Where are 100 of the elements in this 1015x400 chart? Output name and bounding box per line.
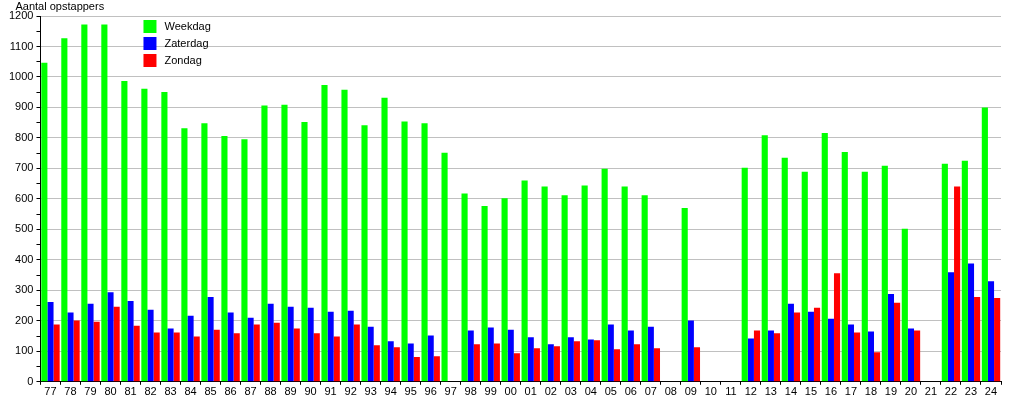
bar [947,272,955,382]
bar [441,152,448,382]
y-tick-label: 600 [15,191,34,204]
bar [413,357,420,382]
x-tick-label: 85 [204,385,217,398]
bar [693,347,701,382]
x-tick-label: 03 [564,385,577,398]
x-tick-label: 91 [324,385,337,398]
bar [47,301,54,382]
bar [847,324,854,382]
y-tick-label: 500 [15,222,34,235]
bar [787,303,794,382]
x-tick-label: 23 [964,385,978,398]
y-tick-label: 300 [15,283,34,296]
x-tick-label: 79 [84,385,97,398]
bar [861,171,868,382]
bar [281,104,288,382]
bar [41,62,48,382]
x-tick-label: 15 [804,385,818,398]
bar [681,208,688,382]
bar [954,186,961,382]
bar [867,331,874,382]
bar [127,301,134,382]
bar [793,312,801,382]
bar [427,335,434,382]
bar [827,318,834,382]
legend-label: Weekdag [164,20,211,33]
bar [687,320,694,382]
x-tick-label: 18 [864,385,878,398]
bar [113,306,120,382]
x-tick-label: 78 [64,385,77,398]
bar [73,320,80,382]
bar [341,89,348,382]
bar [181,128,188,382]
x-tick-label: 96 [424,385,437,398]
y-tick-label: 800 [15,130,34,143]
bar [367,326,374,382]
bar [541,186,548,382]
bar [313,333,320,382]
bar [621,186,628,382]
x-tick-label: 86 [224,385,237,398]
bar [493,343,500,382]
bar [513,353,520,382]
y-tick-label: 100 [15,344,34,357]
bar [361,125,368,382]
bar [461,193,468,382]
bar [233,333,240,382]
bar [267,303,274,382]
bar [193,336,200,382]
bar [187,315,194,382]
bar [833,273,841,382]
bar [894,302,901,382]
bar [253,324,260,382]
bar [141,88,148,382]
x-tick-label: 97 [444,385,457,398]
bar [747,338,754,382]
bar [581,185,588,382]
bar [607,324,614,382]
bar [761,135,768,382]
bar [53,324,60,382]
x-tick-label: 98 [464,385,477,398]
bar [767,330,774,382]
y-tick-label: 400 [15,252,34,265]
bar [161,91,168,382]
bar [813,307,821,382]
bar [601,168,608,382]
bar [327,311,334,382]
bar [987,281,995,382]
x-tick-label: 09 [684,385,697,398]
bar [107,292,114,382]
x-tick-label: 21 [924,385,938,398]
bar [753,330,761,382]
bar [801,171,808,382]
x-tick-label: 84 [184,385,197,398]
bar [473,344,480,382]
bar [301,122,308,382]
bar [521,180,528,382]
bar [501,198,508,382]
bar [507,329,514,382]
bar [641,195,648,382]
x-tick-label: 19 [884,385,898,398]
bar [401,121,408,382]
bar [561,195,568,382]
bar [227,312,234,382]
x-tick-label: 10 [704,385,717,398]
bar [567,337,574,382]
bar [293,328,300,382]
bar [887,294,895,382]
bar [527,337,534,382]
bar [901,228,908,382]
bar [221,136,228,382]
x-tick-label: 05 [604,385,617,398]
x-tick-label: 88 [264,385,277,398]
y-tick-label: 1100 [9,39,34,52]
bar [941,163,948,382]
bar [553,346,560,382]
bar [61,38,68,382]
bar [213,329,220,382]
x-tick-label: 99 [484,385,497,398]
bar [974,297,981,382]
